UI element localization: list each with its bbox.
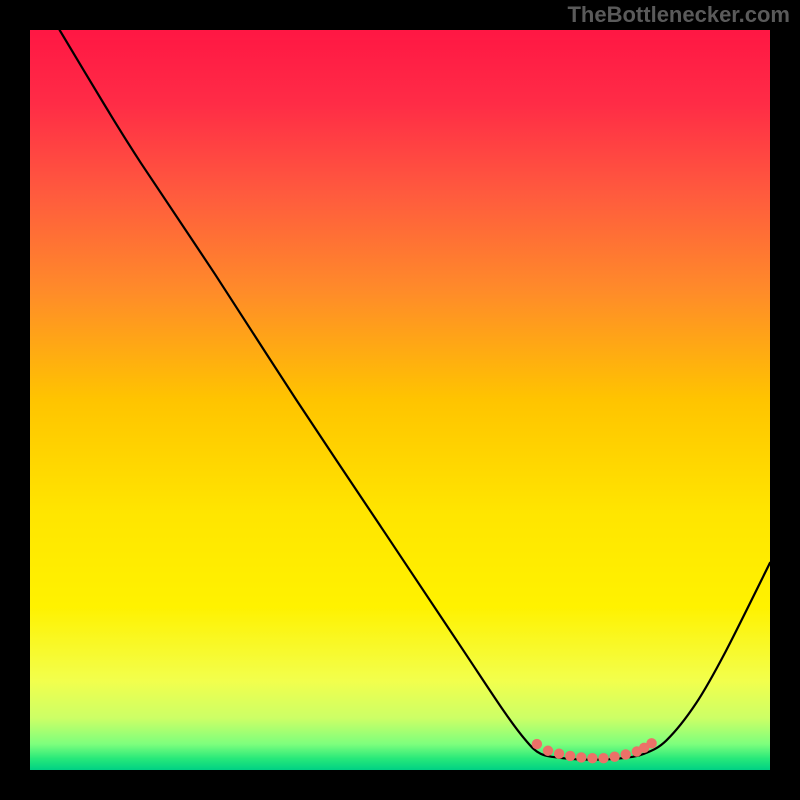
- gradient-background: [30, 30, 770, 770]
- curve-marker: [587, 753, 597, 763]
- chart-plot-area: [30, 30, 770, 770]
- curve-marker: [543, 746, 553, 756]
- curve-marker: [621, 749, 631, 759]
- curve-marker: [554, 749, 564, 759]
- attribution-text: TheBottlenecker.com: [567, 2, 790, 28]
- curve-marker: [598, 753, 608, 763]
- curve-marker: [646, 738, 656, 748]
- curve-marker: [609, 751, 619, 761]
- curve-marker: [576, 752, 586, 762]
- curve-marker: [532, 739, 542, 749]
- chart-svg: [30, 30, 770, 770]
- chart-canvas: TheBottlenecker.com: [0, 0, 800, 800]
- curve-marker: [565, 751, 575, 761]
